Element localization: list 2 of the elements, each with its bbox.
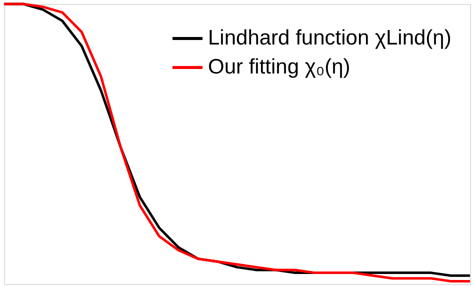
legend-label: Lindhard function χLind(η)	[208, 26, 452, 50]
legend-label: Our fitting χ₀(η)	[208, 56, 350, 78]
